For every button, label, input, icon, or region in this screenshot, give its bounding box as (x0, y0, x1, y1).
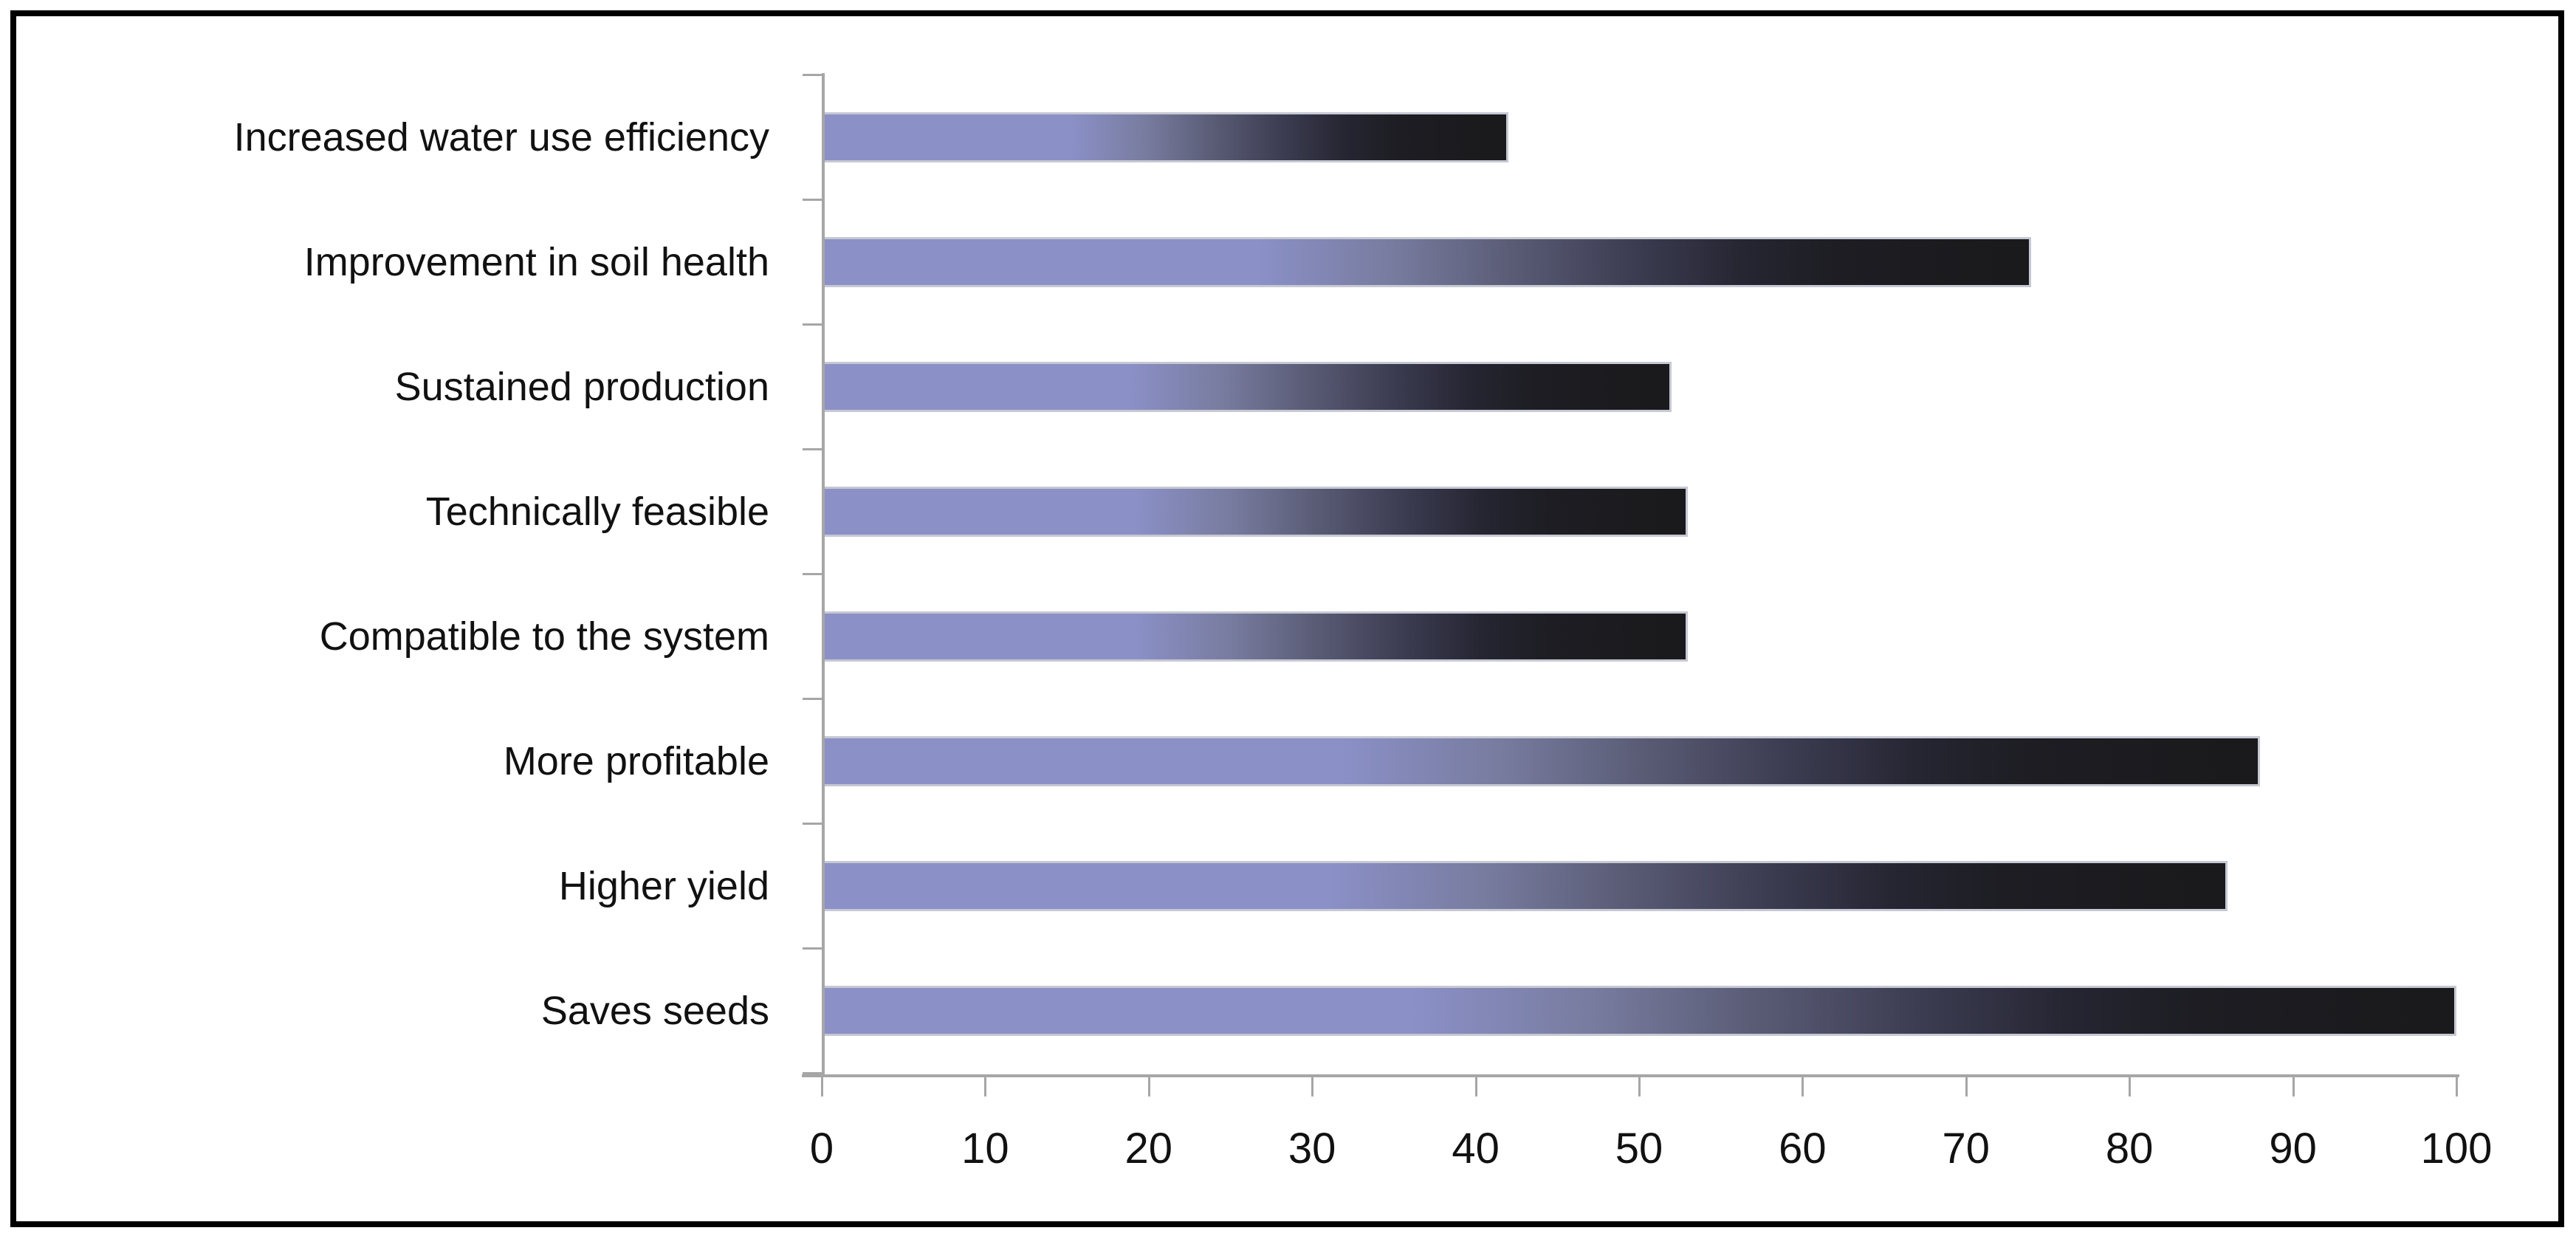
x-axis-tick-label: 80 (2105, 1125, 2154, 1173)
x-axis-tick (821, 1076, 823, 1096)
chart-outer-border (10, 10, 2564, 1227)
category-label: More profitable (503, 738, 769, 783)
x-axis-tick (984, 1076, 987, 1096)
y-axis-line (822, 73, 825, 1077)
y-axis-tick (803, 573, 822, 576)
x-axis-tick (2456, 1076, 2458, 1096)
y-axis-tick (803, 947, 822, 950)
bar (825, 860, 2228, 911)
y-axis-tick (803, 199, 822, 202)
x-axis-tick-label: 0 (809, 1125, 834, 1173)
x-axis-tick-label: 10 (961, 1125, 1009, 1173)
x-axis-tick (1147, 1076, 1150, 1096)
x-axis-tick-label: 90 (2269, 1125, 2317, 1173)
y-axis-tick (803, 1072, 822, 1075)
category-label: Higher yield (558, 863, 769, 908)
bar (825, 611, 1689, 662)
y-axis-tick (803, 698, 822, 701)
x-axis-tick (1638, 1076, 1641, 1096)
x-axis-tick (1474, 1076, 1477, 1096)
x-axis-tick (1965, 1076, 1968, 1096)
bar (825, 236, 2032, 287)
x-axis-tick-label: 60 (1779, 1125, 1827, 1173)
category-label: Compatible to the system (319, 614, 769, 659)
x-axis-tick-label: 50 (1615, 1125, 1663, 1173)
category-label: Saves seeds (540, 988, 769, 1033)
x-axis-tick (1311, 1076, 1314, 1096)
x-axis-tick-label: 70 (1942, 1125, 1991, 1173)
bar (825, 985, 2456, 1036)
bar (825, 735, 2261, 786)
y-axis-tick (803, 823, 822, 826)
x-axis-tick-label: 20 (1124, 1125, 1173, 1173)
x-axis-tick-label: 30 (1288, 1125, 1336, 1173)
y-axis-tick (803, 448, 822, 451)
category-label: Technically feasible (425, 489, 769, 534)
bar (825, 111, 1508, 162)
x-axis-tick-label: 100 (2420, 1125, 2493, 1173)
y-axis-tick (803, 323, 822, 326)
category-label: Increased water use efficiency (233, 114, 769, 159)
x-axis-line (802, 1074, 2459, 1077)
x-axis-tick-label: 40 (1452, 1125, 1500, 1173)
x-axis-tick (2129, 1076, 2132, 1096)
x-axis-tick (2292, 1076, 2295, 1096)
category-label: Sustained production (394, 364, 769, 409)
y-axis-tick (803, 74, 822, 76)
x-axis-tick (1802, 1076, 1804, 1096)
bar (825, 361, 1672, 412)
category-label: Improvement in soil health (303, 239, 769, 284)
bar (825, 486, 1689, 537)
